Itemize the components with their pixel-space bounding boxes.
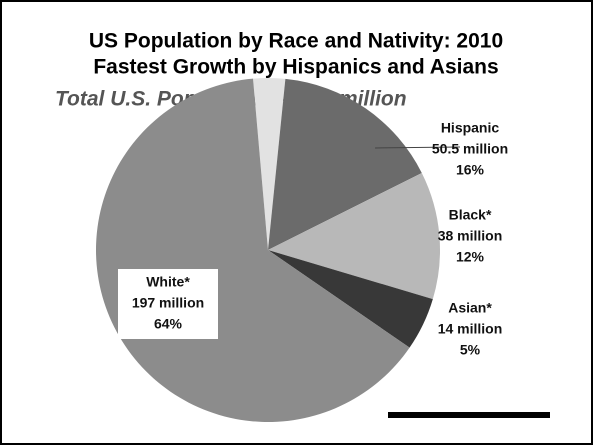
logo-bar	[388, 412, 550, 418]
chart-subtitle: Fastest Growth by Hispanics and Asians	[93, 56, 498, 79]
slice-value: 16%	[456, 162, 485, 178]
leader-line	[374, 146, 461, 149]
slice-amount: 50.5 million	[432, 141, 508, 157]
slice-label: Asian*	[448, 300, 492, 316]
slice-value: 64%	[154, 316, 183, 332]
pie-slice	[268, 172, 440, 300]
pie-slice	[268, 78, 422, 250]
slice-label: Hispanic	[441, 120, 500, 136]
slice-label: Black*	[449, 207, 492, 223]
label-box	[118, 269, 218, 339]
slice-amount: 14 million	[438, 321, 503, 337]
pie	[96, 77, 440, 423]
slice-label: White*	[146, 274, 190, 290]
chart-title: US Population by Race and Nativity: 2010	[89, 30, 503, 53]
pie-slice	[253, 77, 286, 250]
slice-value: 12%	[456, 249, 485, 265]
slice-amount: 38 million	[438, 228, 503, 244]
slice-amount: 197 million	[132, 295, 204, 311]
pie-slice	[268, 250, 433, 348]
slice-value: 5%	[460, 342, 481, 358]
